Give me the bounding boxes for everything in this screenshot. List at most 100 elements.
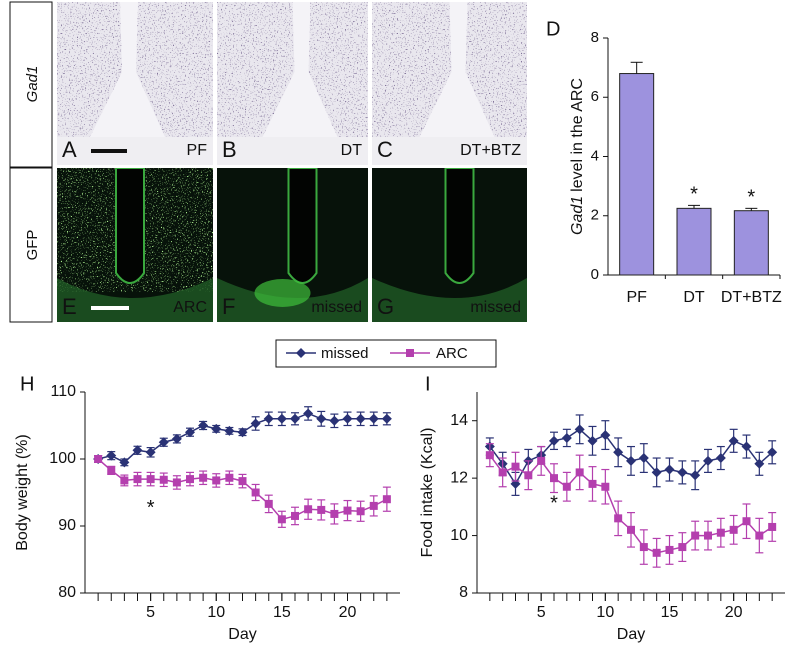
legend: missed ARC — [275, 339, 497, 368]
ventricle — [444, 168, 475, 284]
point — [251, 488, 260, 497]
ventricle — [262, 2, 338, 137]
point — [652, 548, 661, 557]
scale-bar — [91, 149, 127, 153]
panel-caption: DT+BTZ — [460, 142, 521, 159]
y-tick-label: 0 — [591, 266, 599, 283]
point — [132, 445, 143, 456]
point — [690, 470, 701, 481]
point — [225, 473, 234, 482]
panel-caption: DT — [341, 142, 363, 159]
x-tick-label: 5 — [146, 604, 155, 621]
point — [355, 413, 366, 424]
ventricle — [287, 168, 318, 284]
row-label-box — [9, 167, 53, 323]
line — [97, 412, 387, 464]
image-panel: A PF — [57, 2, 213, 165]
y-axis-label: Food intake (Kcal) — [419, 428, 436, 558]
series — [93, 406, 392, 468]
point — [741, 441, 752, 452]
point — [120, 476, 129, 485]
point — [171, 433, 182, 444]
point — [303, 408, 314, 419]
y-axis-label: Body weight (%) — [14, 434, 31, 551]
image — [217, 168, 368, 322]
x-tick-label: DT+BTZ — [721, 289, 782, 306]
point — [186, 475, 194, 484]
point — [185, 427, 195, 438]
panel-letter: H — [20, 373, 34, 395]
y-axis-label-rest: level in the ARC — [569, 78, 586, 192]
point — [329, 415, 340, 426]
x-axis-label: Day — [617, 626, 645, 643]
point — [638, 453, 649, 464]
y-tick-label: 10 — [450, 527, 468, 544]
y-tick-label: 6 — [591, 88, 599, 105]
image-panel: E ARC — [57, 168, 213, 322]
row-label-box — [9, 1, 53, 168]
x-axis-label: Day — [228, 626, 256, 643]
point — [106, 450, 117, 461]
panel-caption: missed — [470, 299, 521, 316]
bar — [619, 73, 655, 276]
point — [119, 457, 130, 468]
point — [588, 479, 597, 488]
point — [677, 467, 688, 478]
x-tick-label: DT — [683, 289, 705, 306]
legend-label: ARC — [436, 345, 468, 362]
point — [368, 413, 379, 424]
point — [627, 525, 635, 534]
point — [238, 477, 247, 486]
point — [678, 543, 687, 552]
point — [224, 425, 235, 436]
panel-letter: D — [546, 18, 560, 40]
panel-letter: E — [62, 294, 77, 319]
point — [691, 531, 700, 540]
point — [146, 475, 155, 484]
ventricle — [419, 2, 495, 137]
point — [381, 413, 392, 424]
point — [614, 514, 623, 523]
point — [133, 475, 142, 484]
point — [382, 495, 391, 504]
legend-label: missed — [321, 345, 369, 362]
point — [665, 545, 674, 554]
point — [498, 468, 507, 477]
y-tick-label: 100 — [49, 450, 76, 467]
point — [755, 531, 764, 540]
panel-letter: F — [222, 294, 235, 319]
point — [574, 424, 585, 435]
point — [211, 423, 222, 434]
x-tick-label: 20 — [725, 604, 743, 621]
x-tick-label: 10 — [207, 604, 225, 621]
y-tick-label: 12 — [450, 469, 468, 486]
significance-marker: * — [747, 187, 755, 209]
y-tick-label: 4 — [591, 147, 599, 164]
significance-marker: * — [690, 184, 698, 206]
y-tick-label: 90 — [58, 517, 76, 534]
point — [561, 432, 572, 443]
lesion — [254, 279, 311, 307]
y-tick-label: 14 — [450, 412, 468, 429]
y-tick-label: 8 — [591, 29, 599, 46]
point — [728, 435, 739, 446]
image — [57, 2, 213, 165]
panel-caption: missed — [311, 299, 362, 316]
point — [767, 447, 778, 458]
point — [549, 435, 559, 446]
point — [729, 525, 738, 534]
y-tick-label: 110 — [50, 383, 76, 400]
image-panel: B DT — [217, 2, 368, 165]
point — [343, 506, 352, 515]
point — [316, 413, 327, 424]
image — [372, 2, 527, 165]
y-axis-label: Gad1 level in the ARC — [569, 78, 586, 235]
point — [330, 509, 339, 518]
point — [511, 462, 520, 471]
significance-marker: * — [550, 492, 558, 514]
panel-caption: ARC — [173, 299, 207, 316]
point — [212, 476, 221, 485]
point — [716, 528, 725, 537]
panel-letter: I — [425, 373, 431, 395]
